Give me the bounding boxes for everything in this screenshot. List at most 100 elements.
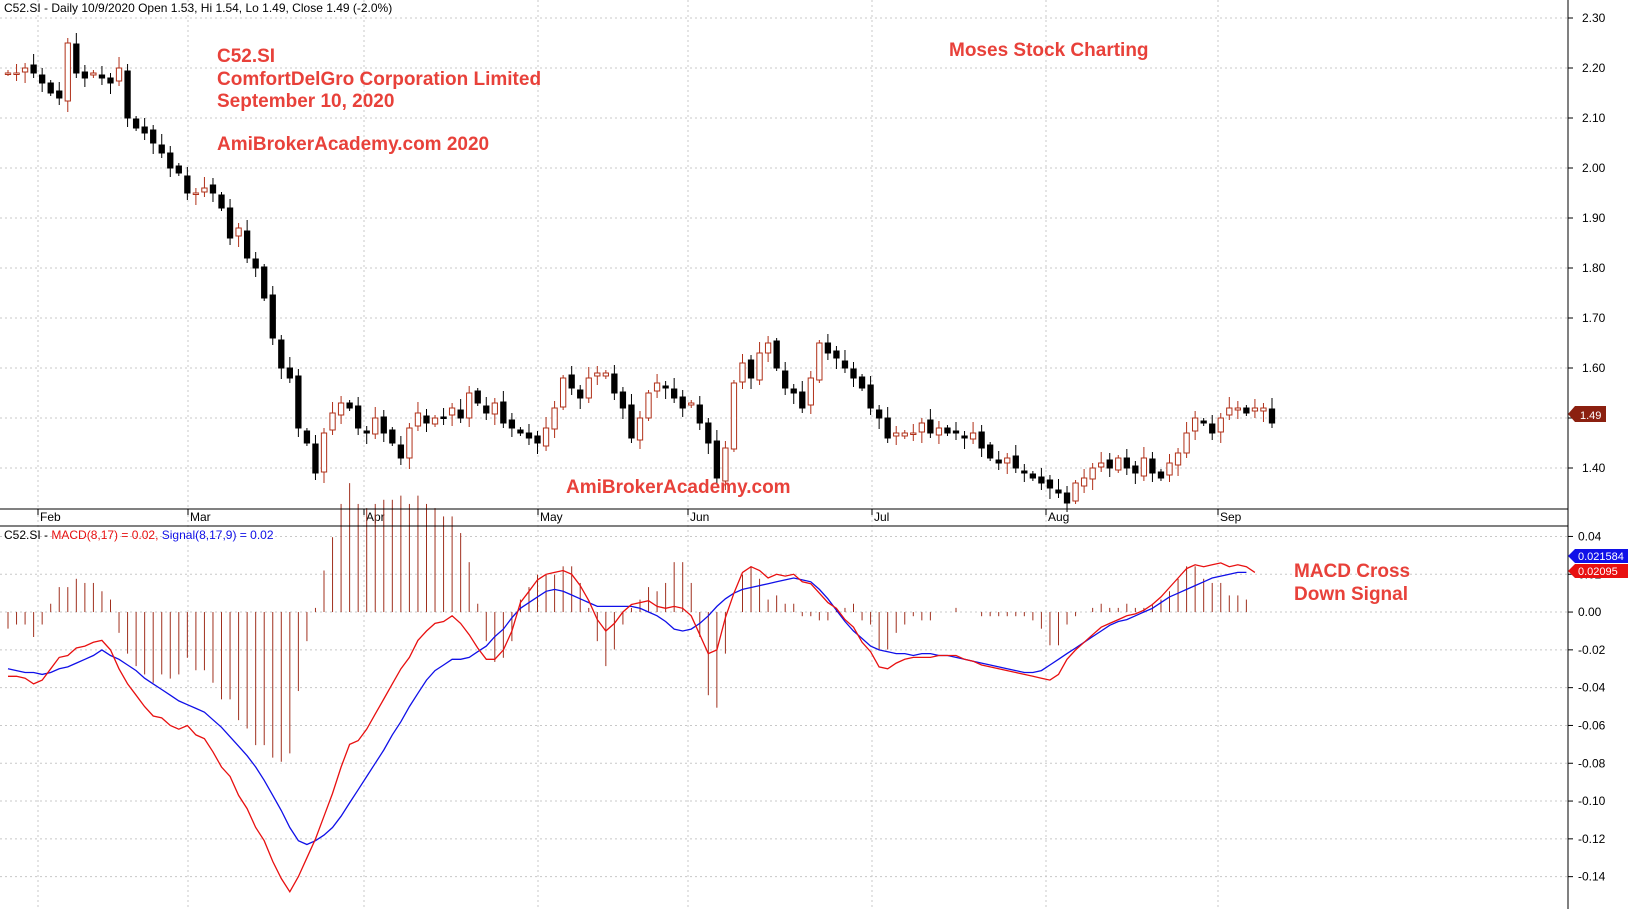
candle-body bbox=[918, 422, 925, 433]
signal-line bbox=[7, 571, 1247, 846]
candle-body bbox=[1098, 462, 1105, 468]
macd-header-symbol: C52.SI - bbox=[4, 528, 51, 542]
candle-body bbox=[1029, 473, 1037, 479]
candle-body bbox=[150, 129, 157, 144]
price-tick-label: 2.20 bbox=[1582, 61, 1606, 75]
candle-body bbox=[927, 419, 934, 434]
candle-body bbox=[73, 43, 80, 74]
candle-body bbox=[1234, 407, 1241, 411]
price-tick-label: 1.60 bbox=[1582, 361, 1606, 375]
candle-body bbox=[414, 412, 422, 427]
candle-body bbox=[585, 377, 592, 399]
date-title: September 10, 2020 bbox=[217, 91, 394, 112]
candle-body bbox=[1174, 452, 1182, 466]
macd-annotation-line2: Down Signal bbox=[1294, 584, 1408, 605]
candle-body bbox=[1140, 457, 1148, 477]
candle-body bbox=[1115, 457, 1122, 471]
candle-body bbox=[355, 405, 362, 429]
candle-body bbox=[278, 339, 285, 369]
candle-body bbox=[1055, 489, 1062, 494]
macd-tick-label: -0.14 bbox=[1578, 870, 1606, 884]
price-tick-label: 2.30 bbox=[1582, 11, 1606, 25]
candle-body bbox=[192, 192, 200, 195]
macd-tick-label: 0.00 bbox=[1578, 605, 1602, 619]
candle-body bbox=[397, 444, 405, 459]
candle-body bbox=[1038, 476, 1045, 484]
candle-body bbox=[483, 405, 490, 414]
candle-body bbox=[21, 67, 29, 73]
candle-body bbox=[722, 447, 729, 482]
price-tick-label: 2.10 bbox=[1582, 111, 1606, 125]
candle-body bbox=[978, 431, 985, 449]
macd-tick-label: -0.06 bbox=[1578, 718, 1606, 732]
candle-body bbox=[286, 367, 293, 379]
candle-body bbox=[81, 71, 89, 79]
candle-body bbox=[713, 440, 721, 479]
candle-body bbox=[209, 184, 217, 194]
candle-body bbox=[910, 432, 917, 435]
candle-body bbox=[850, 368, 857, 379]
candle-body bbox=[696, 404, 703, 424]
candle-body bbox=[688, 402, 695, 406]
macd-value-badge: 0.02095 bbox=[1568, 564, 1628, 578]
candle-body bbox=[1243, 407, 1250, 414]
signal-value-badge: 0.021584 bbox=[1568, 549, 1628, 563]
candle-body bbox=[705, 422, 712, 444]
candle-body bbox=[431, 417, 439, 425]
candle-body bbox=[782, 370, 789, 389]
brand-label: Moses Stock Charting bbox=[949, 40, 1149, 61]
candle-body bbox=[995, 459, 1002, 464]
macd-tick-label: -0.12 bbox=[1578, 832, 1606, 846]
candle-body bbox=[542, 427, 550, 447]
candle-body bbox=[1063, 492, 1071, 504]
candle-body bbox=[833, 350, 840, 359]
candle-body bbox=[4, 72, 12, 75]
candle-body bbox=[423, 415, 430, 424]
candle-body bbox=[491, 402, 498, 415]
candle-body bbox=[124, 70, 131, 119]
candle-body bbox=[653, 382, 661, 392]
candle-body bbox=[226, 207, 234, 239]
signal-badge-value: 0.021584 bbox=[1578, 551, 1624, 563]
candle-body bbox=[269, 294, 276, 339]
candle-body bbox=[525, 432, 533, 439]
macd-tick-label: -0.04 bbox=[1578, 681, 1606, 695]
candle-body bbox=[1046, 479, 1054, 489]
candle-body bbox=[577, 389, 584, 399]
candle-body bbox=[132, 118, 140, 129]
candle-body bbox=[372, 417, 379, 435]
site-watermark: AmiBrokerAcademy.com bbox=[566, 477, 791, 498]
candle-body bbox=[756, 352, 763, 381]
candle-body bbox=[184, 175, 191, 194]
candle-body bbox=[568, 374, 575, 389]
candle-body bbox=[295, 375, 302, 429]
candlestick-series bbox=[4, 33, 1276, 512]
candle-body bbox=[1021, 470, 1028, 474]
price-tick-label: 2.00 bbox=[1582, 161, 1606, 175]
symbol-title: C52.SI bbox=[217, 46, 275, 67]
candle-body bbox=[320, 432, 328, 473]
site-year-label: AmiBrokerAcademy.com 2020 bbox=[217, 134, 489, 155]
candle-body bbox=[944, 427, 951, 434]
macd-line bbox=[8, 562, 1256, 894]
candle-body bbox=[619, 391, 627, 409]
candle-body bbox=[406, 427, 413, 459]
candle-body bbox=[1072, 482, 1079, 502]
macd-lines bbox=[7, 562, 1256, 894]
candle-body bbox=[218, 194, 225, 209]
candle-body bbox=[440, 416, 447, 419]
candle-body bbox=[1226, 407, 1233, 416]
macd-annotation-line1: MACD Cross bbox=[1294, 561, 1410, 582]
candle-body bbox=[1012, 455, 1019, 469]
candle-body bbox=[1268, 408, 1276, 424]
month-label-mar: Mar bbox=[190, 510, 211, 524]
candle-body bbox=[380, 416, 387, 434]
price-tick-label: 1.70 bbox=[1582, 311, 1606, 325]
candle-body bbox=[167, 152, 174, 169]
candle-body bbox=[389, 429, 396, 444]
candle-body bbox=[611, 373, 618, 394]
price-tick-label: 1.90 bbox=[1582, 211, 1606, 225]
candle-body bbox=[952, 430, 960, 434]
candle-body bbox=[730, 382, 738, 450]
candle-body bbox=[773, 340, 780, 369]
